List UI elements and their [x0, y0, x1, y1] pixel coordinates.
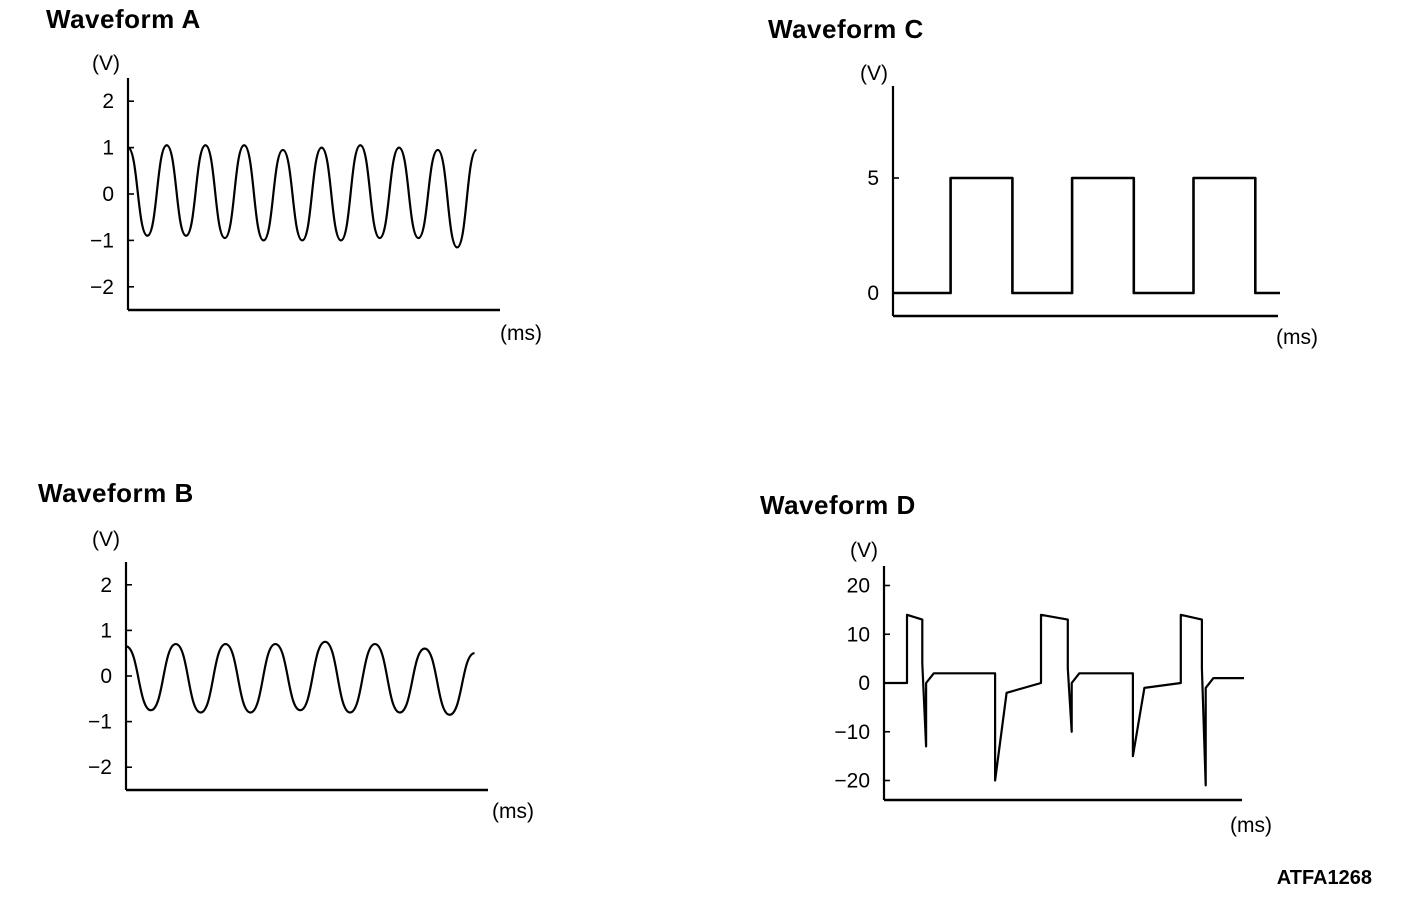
- y-tick-label: 0: [867, 282, 879, 305]
- waveform-c-chart: (V) (ms) 5 0: [860, 62, 1318, 349]
- waveform-c-panel: Waveform C (V) (ms) 5 0: [768, 14, 1318, 349]
- x-axis-label: (ms): [1230, 814, 1272, 837]
- x-axis-label: (ms): [492, 800, 534, 823]
- y-tick-label: 5: [867, 167, 879, 190]
- y-tick-label: 10: [847, 623, 870, 646]
- y-tick-label: −2: [90, 276, 114, 299]
- y-axis-label: (V): [860, 62, 888, 85]
- waveform-c-title: Waveform C: [768, 14, 924, 44]
- x-axis-label: (ms): [1276, 326, 1318, 349]
- y-tick-label: −2: [88, 756, 112, 779]
- waveform-b-panel: Waveform B (V) (ms) 2 1 0 −1 −2: [38, 478, 534, 823]
- y-axis-label: (V): [92, 528, 120, 551]
- y-tick-label: 0: [102, 183, 114, 206]
- y-tick-label: −1: [90, 229, 114, 252]
- series-line: [125, 640, 475, 716]
- y-tick-label: −1: [88, 711, 112, 734]
- y-tick-label: 20: [847, 575, 870, 598]
- y-tick-label: 1: [100, 619, 112, 642]
- waveform-b-title: Waveform B: [38, 478, 194, 508]
- y-tick-label: 0: [100, 665, 112, 688]
- y-tick-label: −20: [834, 770, 870, 793]
- waveform-a-title: Waveform A: [46, 4, 201, 34]
- series-line: [893, 176, 1280, 295]
- y-axis-label: (V): [92, 52, 120, 75]
- y-tick-label: 0: [858, 672, 870, 695]
- y-tick-label: 2: [100, 574, 112, 597]
- series-line: [126, 144, 478, 249]
- series-line: [884, 613, 1244, 787]
- waveform-d-title: Waveform D: [760, 490, 916, 520]
- figure-code: ATFA1268: [1276, 867, 1372, 889]
- x-axis-label: (ms): [500, 322, 542, 345]
- y-tick-label: −10: [834, 721, 870, 744]
- waveform-a-chart: (V) (ms) 2 1 0 −1 −2: [90, 52, 542, 345]
- waveform-a-panel: Waveform A (V) (ms) 2 1 0 −1 −2: [0, 0, 704, 458]
- y-axis-label: (V): [850, 539, 878, 562]
- y-tick-label: 2: [102, 90, 114, 113]
- waveform-b-chart: (V) (ms) 2 1 0 −1 −2: [88, 528, 534, 823]
- y-tick-label: 1: [102, 137, 114, 160]
